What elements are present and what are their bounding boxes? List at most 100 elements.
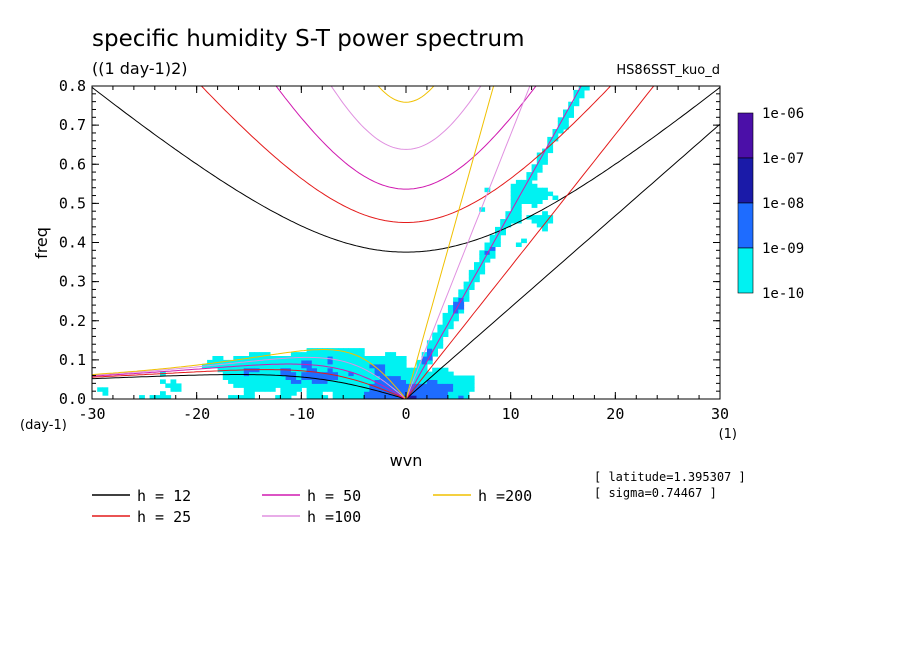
power-cell <box>374 391 381 396</box>
power-cell <box>296 387 302 392</box>
power-cell <box>170 387 177 392</box>
power-cell <box>254 352 260 357</box>
power-cell <box>489 238 496 244</box>
power-cell <box>317 375 323 380</box>
power-cell <box>212 356 219 361</box>
kelvin-curve-100 <box>405 86 531 399</box>
power-cell <box>379 359 386 365</box>
power-cell <box>552 132 559 138</box>
power-cell <box>353 352 360 357</box>
power-cell <box>563 125 569 130</box>
power-cell <box>238 375 245 380</box>
power-cell <box>301 359 308 365</box>
power-cell <box>160 391 166 396</box>
power-cell <box>437 371 444 377</box>
legend-label: h = 50 <box>307 487 361 505</box>
power-cell <box>432 391 438 396</box>
power-cell <box>531 187 538 193</box>
power-cell <box>327 352 334 357</box>
power-shading <box>97 86 590 399</box>
colorbar-label: 1e-09 <box>762 241 804 257</box>
power-cell <box>416 375 423 380</box>
power-cell <box>306 367 313 373</box>
y-tick-label: 0.5 <box>59 194 86 212</box>
power-cell <box>254 363 260 369</box>
power-cell <box>327 367 334 373</box>
power-cell <box>495 230 501 236</box>
power-cell <box>285 371 292 377</box>
power-cell <box>301 356 308 361</box>
power-cell <box>374 383 381 388</box>
power-cell <box>484 254 491 259</box>
power-cell <box>536 156 543 161</box>
power-cell <box>348 387 355 392</box>
power-cell <box>327 356 334 361</box>
power-cell <box>228 379 234 384</box>
power-cell <box>515 183 522 189</box>
colorbar-label: 1e-10 <box>762 286 804 302</box>
power-cell <box>395 356 402 361</box>
power-cell <box>343 391 349 396</box>
power-cell <box>421 356 428 361</box>
x-tick-label: -10 <box>288 405 315 423</box>
power-cell <box>463 395 470 399</box>
sigma-info: [ sigma=0.74467 ] <box>594 486 717 500</box>
kelvin-curve-200 <box>405 86 495 399</box>
power-cell <box>233 356 240 361</box>
power-cell <box>327 348 334 353</box>
y-axis-label: freq <box>32 227 51 259</box>
power-cell <box>531 176 538 181</box>
power-cell <box>301 352 308 357</box>
power-cell <box>442 395 449 399</box>
power-cell <box>327 363 334 369</box>
power-cell <box>343 395 349 399</box>
power-cell <box>311 367 318 373</box>
power-cell <box>495 234 501 240</box>
x-tick-label: -20 <box>183 405 210 423</box>
power-cell <box>411 371 417 377</box>
power-cell <box>447 312 454 318</box>
power-cell <box>243 395 250 399</box>
power-cell <box>175 387 182 392</box>
power-cell <box>348 363 355 369</box>
power-cell <box>526 183 533 189</box>
power-cell <box>453 312 459 318</box>
power-cell <box>353 395 360 399</box>
power-cell <box>552 195 559 200</box>
power-cell <box>322 375 329 380</box>
power-cell <box>416 367 423 373</box>
power-cell <box>479 266 486 271</box>
x-tick-label: -30 <box>78 405 105 423</box>
power-cell <box>290 391 297 396</box>
power-cell <box>542 156 548 161</box>
power-cell <box>515 207 522 212</box>
power-cell <box>432 352 438 357</box>
power-cell <box>385 367 391 373</box>
power-cell <box>447 320 454 326</box>
power-cell <box>249 379 255 384</box>
y-tick-label: 0.4 <box>59 234 86 252</box>
power-cell <box>296 359 302 365</box>
power-cell <box>348 383 355 388</box>
power-cell <box>484 187 491 193</box>
power-cell <box>542 222 548 228</box>
power-cell <box>416 387 423 392</box>
power-cell <box>243 371 250 377</box>
power-cell <box>390 395 397 399</box>
power-cell <box>238 379 245 384</box>
power-cell <box>222 371 229 377</box>
power-cell <box>536 187 543 193</box>
kelvin-curve-25 <box>405 86 655 399</box>
power-cell <box>222 367 229 373</box>
power-cell <box>322 359 329 365</box>
inertia-gravity-curve-100 <box>330 86 482 150</box>
power-cell <box>285 375 292 380</box>
power-cell <box>228 395 234 399</box>
power-cell <box>479 262 486 267</box>
power-cell <box>547 148 554 154</box>
colorbar-label: 1e-06 <box>762 106 804 122</box>
power-cell <box>269 371 276 377</box>
power-cell <box>296 371 302 377</box>
y-tick-label: 0.8 <box>59 77 86 95</box>
power-cell <box>458 383 465 388</box>
